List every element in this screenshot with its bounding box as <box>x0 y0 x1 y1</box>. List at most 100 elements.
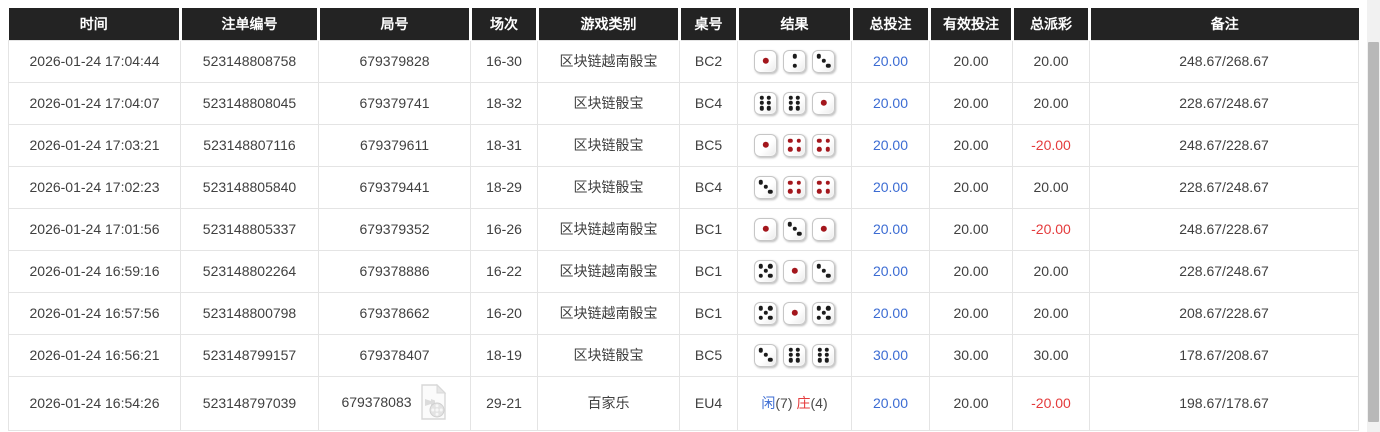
cell-remark: 228.67/248.67 <box>1089 165 1359 209</box>
cell-valid-bet: 20.00 <box>929 249 1013 293</box>
cell-payout: 20.00 <box>1012 39 1090 83</box>
cell-bet-id: 523148800798 <box>180 291 319 335</box>
die-6-icon <box>754 91 777 115</box>
die-3-icon <box>783 217 806 241</box>
header-payout: 总派彩 <box>1011 8 1090 40</box>
cell-valid-bet: 20.00 <box>929 81 1013 125</box>
die-4-icon <box>812 175 835 199</box>
cell-result <box>737 249 852 293</box>
cell-result <box>737 333 852 377</box>
table-row: 2026-01-24 17:01:56 523148805337 6793793… <box>8 207 1359 251</box>
die-1-icon <box>783 259 806 283</box>
cell-total-bet: 20.00 <box>851 123 930 167</box>
cell-round: 679379828 <box>318 39 471 83</box>
die-5-icon <box>754 301 777 325</box>
cell-result <box>737 207 852 251</box>
scrollbar-thumb[interactable] <box>1368 42 1379 422</box>
round-number: 679378083 <box>341 393 412 410</box>
die-6-icon <box>783 91 806 115</box>
die-6-icon <box>783 343 806 367</box>
cell-table-no: BC4 <box>679 165 738 209</box>
cell-total-bet: 20.00 <box>851 165 930 209</box>
cell-bet-id: 523148797039 <box>180 375 319 431</box>
cell-bet-id: 523148808045 <box>180 81 319 125</box>
round-number: 679378662 <box>359 305 430 321</box>
round-number: 679379611 <box>359 137 430 153</box>
cell-session: 16-22 <box>470 249 538 293</box>
die-1-icon <box>754 49 777 73</box>
cell-bet-id: 523148807116 <box>180 123 319 167</box>
cell-remark: 248.67/228.67 <box>1089 123 1359 167</box>
cell-payout: 20.00 <box>1012 291 1090 335</box>
header-table-no: 桌号 <box>678 8 738 40</box>
cell-payout: -20.00 <box>1012 207 1090 251</box>
cell-session: 16-20 <box>470 291 538 335</box>
cell-round: 679378662 <box>318 291 471 335</box>
cell-round: 679378407 <box>318 333 471 377</box>
die-4-icon <box>783 175 806 199</box>
cell-session: 16-30 <box>470 39 538 83</box>
cell-total-bet: 20.00 <box>851 375 930 431</box>
table-row: 2026-01-24 17:04:07 523148808045 6793797… <box>8 81 1359 125</box>
cell-round: 679379741 <box>318 81 471 125</box>
die-2-icon <box>783 49 806 73</box>
cell-time: 2026-01-24 17:04:07 <box>8 81 181 125</box>
cell-table-no: BC1 <box>679 249 738 293</box>
cell-game-type: 区块链骰宝 <box>537 81 680 125</box>
cell-table-no: EU4 <box>679 375 738 431</box>
cell-table-no: BC5 <box>679 123 738 167</box>
cell-remark: 198.67/178.67 <box>1089 375 1359 431</box>
cell-time: 2026-01-24 17:01:56 <box>8 207 181 251</box>
cell-time: 2026-01-24 17:03:21 <box>8 123 181 167</box>
round-number: 679378407 <box>359 347 430 363</box>
table-row: 2026-01-24 16:54:26 523148797039 6793780… <box>8 375 1359 431</box>
baccarat-result: 庄(4) <box>796 395 828 411</box>
vertical-scrollbar[interactable] <box>1367 0 1380 432</box>
die-3-icon <box>754 343 777 367</box>
cell-time: 2026-01-24 16:54:26 <box>8 375 181 431</box>
cell-game-type: 区块链越南骰宝 <box>537 291 680 335</box>
cell-session: 18-19 <box>470 333 538 377</box>
video-file-icon[interactable] <box>418 383 448 424</box>
cell-session: 16-26 <box>470 207 538 251</box>
cell-remark: 228.67/248.67 <box>1089 249 1359 293</box>
cell-payout: -20.00 <box>1012 123 1090 167</box>
cell-valid-bet: 20.00 <box>929 291 1013 335</box>
cell-round: 679378083 <box>318 375 471 431</box>
cell-valid-bet: 20.00 <box>929 165 1013 209</box>
cell-game-type: 百家乐 <box>537 375 680 431</box>
cell-time: 2026-01-24 16:59:16 <box>8 249 181 293</box>
cell-payout: -20.00 <box>1012 375 1090 431</box>
cell-game-type: 区块链骰宝 <box>537 123 680 167</box>
cell-payout: 20.00 <box>1012 165 1090 209</box>
table-header: 时间 注单编号 局号 场次 游戏类别 桌号 结果 总投注 有效投注 总派彩 备注 <box>8 8 1359 40</box>
cell-total-bet: 20.00 <box>851 207 930 251</box>
cell-payout: 20.00 <box>1012 249 1090 293</box>
cell-round: 679379441 <box>318 165 471 209</box>
cell-total-bet: 20.00 <box>851 81 930 125</box>
round-number: 679379741 <box>359 95 430 111</box>
cell-time: 2026-01-24 17:02:23 <box>8 165 181 209</box>
cell-bet-id: 523148799157 <box>180 333 319 377</box>
round-number: 679379352 <box>359 221 430 237</box>
cell-total-bet: 20.00 <box>851 291 930 335</box>
die-1-icon <box>783 301 806 325</box>
die-1-icon <box>812 217 835 241</box>
round-number: 679379441 <box>359 179 430 195</box>
header-valid-bet: 有效投注 <box>928 8 1013 40</box>
cell-table-no: BC1 <box>679 207 738 251</box>
cell-result <box>737 291 852 335</box>
round-number: 679379828 <box>359 53 430 69</box>
cell-round: 679379611 <box>318 123 471 167</box>
cell-remark: 208.67/228.67 <box>1089 291 1359 335</box>
die-5-icon <box>812 301 835 325</box>
cell-round: 679379352 <box>318 207 471 251</box>
cell-result <box>737 165 852 209</box>
table-row: 2026-01-24 16:59:16 523148802264 6793788… <box>8 249 1359 293</box>
cell-payout: 20.00 <box>1012 81 1090 125</box>
header-game-type: 游戏类别 <box>536 8 680 40</box>
cell-table-no: BC5 <box>679 333 738 377</box>
cell-total-bet: 20.00 <box>851 249 930 293</box>
table-body: 2026-01-24 17:04:44 523148808758 6793798… <box>8 39 1359 431</box>
baccarat-result: 闲(7) <box>761 395 793 411</box>
